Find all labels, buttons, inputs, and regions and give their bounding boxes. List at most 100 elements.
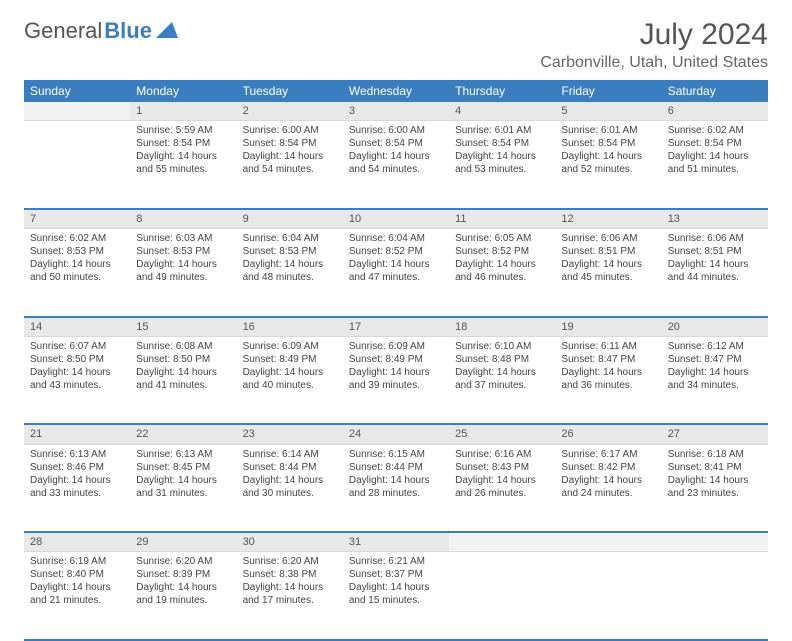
day-ss: Sunset: 8:40 PM	[30, 568, 124, 581]
weekday-header: Tuesday	[237, 80, 343, 102]
weekday-header: Monday	[130, 80, 236, 102]
day-number-cell: 13	[662, 209, 768, 229]
day-detail-cell: Sunrise: 5:59 AMSunset: 8:54 PMDaylight:…	[130, 121, 236, 209]
day-d2: and 31 minutes.	[136, 487, 230, 500]
day-d1: Daylight: 14 hours	[136, 150, 230, 163]
day-detail-row: Sunrise: 6:19 AMSunset: 8:40 PMDaylight:…	[24, 552, 768, 640]
logo-text-2: Blue	[104, 18, 152, 44]
day-ss: Sunset: 8:41 PM	[668, 461, 762, 474]
day-sr: Sunrise: 5:59 AM	[136, 124, 230, 137]
day-detail-cell: Sunrise: 6:05 AMSunset: 8:52 PMDaylight:…	[449, 229, 555, 317]
day-d2: and 41 minutes.	[136, 379, 230, 392]
day-number-cell: 11	[449, 209, 555, 229]
day-number-cell	[24, 102, 130, 121]
day-d2: and 54 minutes.	[349, 163, 443, 176]
day-ss: Sunset: 8:46 PM	[30, 461, 124, 474]
day-d2: and 15 minutes.	[349, 594, 443, 607]
day-ss: Sunset: 8:54 PM	[349, 137, 443, 150]
day-detail-cell: Sunrise: 6:17 AMSunset: 8:42 PMDaylight:…	[555, 444, 661, 532]
day-d1: Daylight: 14 hours	[455, 474, 549, 487]
day-number-cell: 3	[343, 102, 449, 121]
logo-text-1: General	[24, 18, 102, 44]
day-d2: and 28 minutes.	[349, 487, 443, 500]
day-sr: Sunrise: 6:12 AM	[668, 340, 762, 353]
day-d1: Daylight: 14 hours	[561, 366, 655, 379]
day-d1: Daylight: 14 hours	[668, 150, 762, 163]
logo-triangle-icon	[156, 18, 178, 44]
day-detail-cell: Sunrise: 6:06 AMSunset: 8:51 PMDaylight:…	[555, 229, 661, 317]
day-number-row: 28293031	[24, 532, 768, 552]
day-detail-cell: Sunrise: 6:09 AMSunset: 8:49 PMDaylight:…	[343, 336, 449, 424]
day-d2: and 17 minutes.	[243, 594, 337, 607]
day-detail-cell: Sunrise: 6:00 AMSunset: 8:54 PMDaylight:…	[237, 121, 343, 209]
day-number-cell: 21	[24, 424, 130, 444]
day-number-cell: 1	[130, 102, 236, 121]
day-ss: Sunset: 8:38 PM	[243, 568, 337, 581]
day-d1: Daylight: 14 hours	[668, 258, 762, 271]
day-detail-cell: Sunrise: 6:03 AMSunset: 8:53 PMDaylight:…	[130, 229, 236, 317]
day-sr: Sunrise: 6:02 AM	[30, 232, 124, 245]
day-d2: and 26 minutes.	[455, 487, 549, 500]
day-sr: Sunrise: 6:17 AM	[561, 448, 655, 461]
day-sr: Sunrise: 6:03 AM	[136, 232, 230, 245]
day-ss: Sunset: 8:47 PM	[561, 353, 655, 366]
day-ss: Sunset: 8:48 PM	[455, 353, 549, 366]
day-number-cell: 26	[555, 424, 661, 444]
day-d2: and 44 minutes.	[668, 271, 762, 284]
day-ss: Sunset: 8:53 PM	[136, 245, 230, 258]
day-detail-row: Sunrise: 5:59 AMSunset: 8:54 PMDaylight:…	[24, 121, 768, 209]
day-detail-cell	[449, 552, 555, 640]
day-d2: and 24 minutes.	[561, 487, 655, 500]
day-detail-cell: Sunrise: 6:02 AMSunset: 8:54 PMDaylight:…	[662, 121, 768, 209]
day-sr: Sunrise: 6:13 AM	[136, 448, 230, 461]
day-sr: Sunrise: 6:05 AM	[455, 232, 549, 245]
day-detail-cell: Sunrise: 6:15 AMSunset: 8:44 PMDaylight:…	[343, 444, 449, 532]
day-detail-cell: Sunrise: 6:16 AMSunset: 8:43 PMDaylight:…	[449, 444, 555, 532]
day-sr: Sunrise: 6:00 AM	[349, 124, 443, 137]
day-sr: Sunrise: 6:06 AM	[561, 232, 655, 245]
day-detail-cell: Sunrise: 6:20 AMSunset: 8:39 PMDaylight:…	[130, 552, 236, 640]
header: GeneralBlue July 2024 Carbonville, Utah,…	[24, 18, 768, 72]
day-sr: Sunrise: 6:18 AM	[668, 448, 762, 461]
day-sr: Sunrise: 6:20 AM	[136, 555, 230, 568]
day-detail-cell: Sunrise: 6:00 AMSunset: 8:54 PMDaylight:…	[343, 121, 449, 209]
weekday-header: Saturday	[662, 80, 768, 102]
day-number-cell: 27	[662, 424, 768, 444]
day-ss: Sunset: 8:54 PM	[561, 137, 655, 150]
day-sr: Sunrise: 6:19 AM	[30, 555, 124, 568]
day-detail-cell: Sunrise: 6:11 AMSunset: 8:47 PMDaylight:…	[555, 336, 661, 424]
day-d1: Daylight: 14 hours	[30, 474, 124, 487]
day-number-cell: 29	[130, 532, 236, 552]
day-sr: Sunrise: 6:08 AM	[136, 340, 230, 353]
day-number-cell: 19	[555, 317, 661, 337]
calendar-table: Sunday Monday Tuesday Wednesday Thursday…	[24, 80, 768, 641]
day-number-cell: 14	[24, 317, 130, 337]
day-detail-cell	[662, 552, 768, 640]
day-d2: and 53 minutes.	[455, 163, 549, 176]
day-d1: Daylight: 14 hours	[243, 258, 337, 271]
day-ss: Sunset: 8:52 PM	[349, 245, 443, 258]
weekday-header-row: Sunday Monday Tuesday Wednesday Thursday…	[24, 80, 768, 102]
day-d1: Daylight: 14 hours	[30, 581, 124, 594]
day-ss: Sunset: 8:49 PM	[349, 353, 443, 366]
day-d2: and 52 minutes.	[561, 163, 655, 176]
day-d1: Daylight: 14 hours	[349, 150, 443, 163]
day-d1: Daylight: 14 hours	[349, 474, 443, 487]
day-detail-cell: Sunrise: 6:10 AMSunset: 8:48 PMDaylight:…	[449, 336, 555, 424]
day-number-cell: 30	[237, 532, 343, 552]
day-d2: and 23 minutes.	[668, 487, 762, 500]
day-d2: and 43 minutes.	[30, 379, 124, 392]
day-sr: Sunrise: 6:04 AM	[349, 232, 443, 245]
day-detail-cell: Sunrise: 6:18 AMSunset: 8:41 PMDaylight:…	[662, 444, 768, 532]
day-d2: and 46 minutes.	[455, 271, 549, 284]
day-number-cell: 4	[449, 102, 555, 121]
day-number-cell: 20	[662, 317, 768, 337]
day-d1: Daylight: 14 hours	[455, 150, 549, 163]
day-d1: Daylight: 14 hours	[136, 474, 230, 487]
day-d2: and 49 minutes.	[136, 271, 230, 284]
day-ss: Sunset: 8:47 PM	[668, 353, 762, 366]
day-number-cell: 28	[24, 532, 130, 552]
day-number-cell: 10	[343, 209, 449, 229]
day-detail-cell: Sunrise: 6:12 AMSunset: 8:47 PMDaylight:…	[662, 336, 768, 424]
day-sr: Sunrise: 6:01 AM	[455, 124, 549, 137]
